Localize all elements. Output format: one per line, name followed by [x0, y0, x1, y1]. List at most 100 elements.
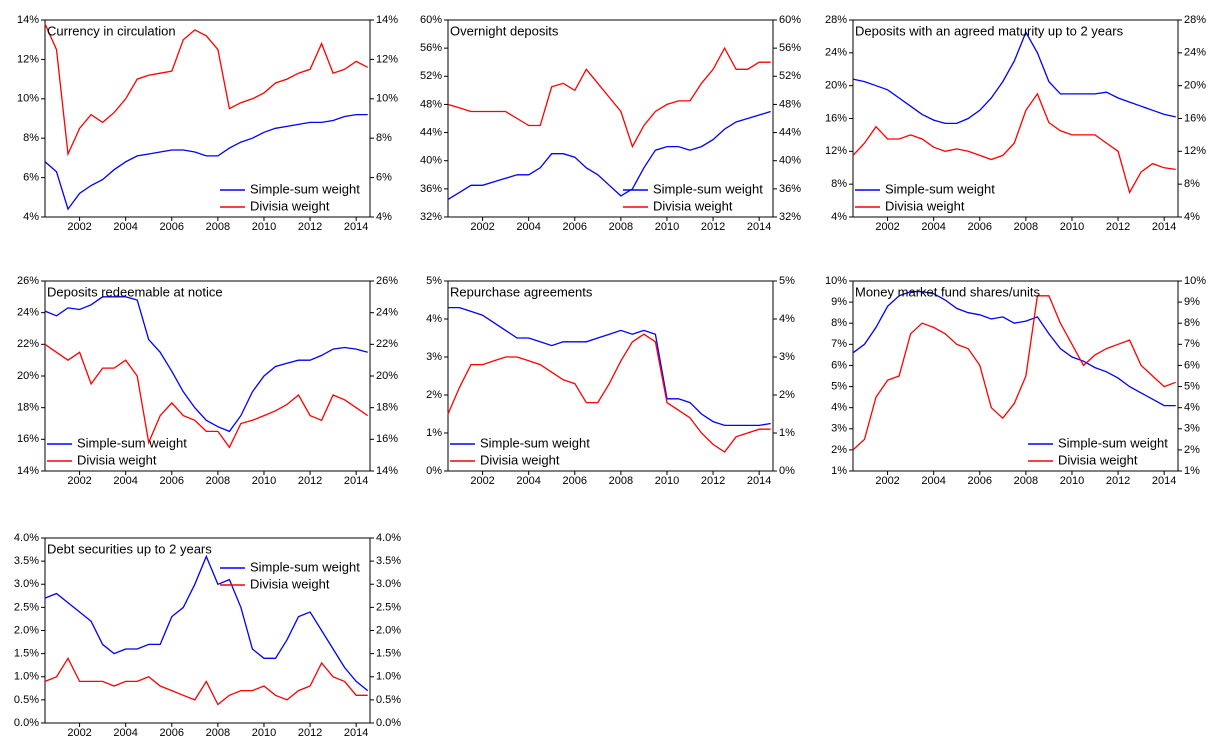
chart-title: Currency in circulation	[47, 23, 176, 38]
legend-label: Divisia weight	[1058, 452, 1138, 467]
x-tick-label: 2008	[206, 727, 230, 739]
x-tick-label: 2010	[655, 221, 679, 233]
y2-tick-label: 20%	[1184, 80, 1206, 92]
legend-label: Simple-sum weight	[1058, 435, 1168, 450]
x-tick-label: 2012	[1106, 475, 1130, 487]
x-tick-label: 2010	[252, 221, 276, 233]
plot-frame	[447, 280, 774, 472]
y2-tick-label: 24%	[376, 307, 398, 319]
x-tick-label: 2002	[875, 221, 899, 233]
x-tick-label: 2004	[113, 475, 137, 487]
y2-tick-label: 16%	[1184, 112, 1206, 124]
legend-label: Simple-sum weight	[480, 435, 590, 450]
y-tick-label: 4.0%	[14, 532, 39, 544]
y2-tick-label: 48%	[779, 98, 801, 110]
y2-tick-label: 44%	[779, 126, 801, 138]
y-tick-label: 2.5%	[14, 601, 39, 613]
x-tick-label: 2008	[206, 475, 230, 487]
x-tick-label: 2012	[298, 727, 322, 739]
y2-tick-label: 2%	[779, 389, 795, 401]
y2-tick-label: 12%	[376, 53, 398, 65]
x-tick-label: 2006	[563, 221, 587, 233]
y-tick-label: 24%	[17, 307, 39, 319]
legend-label: Simple-sum weight	[250, 559, 360, 574]
y-tick-label: 52%	[420, 70, 442, 82]
series-line	[852, 92, 1176, 195]
y-tick-label: 5%	[426, 275, 442, 287]
y-tick-label: 8%	[831, 317, 847, 329]
y2-tick-label: 8%	[376, 132, 392, 144]
x-tick-label: 2006	[160, 727, 184, 739]
x-tick-label: 2002	[875, 475, 899, 487]
y-tick-label: 22%	[17, 338, 39, 350]
y-tick-label: 44%	[420, 126, 442, 138]
y2-tick-label: 1.0%	[376, 671, 401, 683]
series-line	[44, 23, 368, 157]
y2-tick-label: 18%	[376, 402, 398, 414]
x-tick-label: 2012	[298, 221, 322, 233]
y-tick-label: 24%	[825, 47, 847, 59]
plot-frame	[852, 280, 1179, 472]
y-tick-label: 0.0%	[14, 717, 39, 729]
legend-label: Divisia weight	[653, 198, 733, 213]
y2-tick-label: 4%	[1184, 402, 1200, 414]
x-tick-label: 2012	[701, 475, 725, 487]
y2-tick-label: 3.0%	[376, 578, 401, 590]
legend-label: Divisia weight	[250, 198, 330, 213]
x-tick-label: 2014	[747, 221, 771, 233]
y2-tick-label: 56%	[779, 42, 801, 54]
y-tick-label: 4%	[23, 211, 39, 223]
y2-tick-label: 16%	[376, 433, 398, 445]
y-tick-label: 2%	[426, 389, 442, 401]
y-tick-label: 10%	[825, 275, 847, 287]
y-tick-label: 60%	[420, 14, 442, 26]
y-tick-label: 3.0%	[14, 578, 39, 590]
y2-tick-label: 12%	[1184, 145, 1206, 157]
y-tick-label: 12%	[17, 53, 39, 65]
x-tick-label: 2014	[344, 727, 368, 739]
y-tick-label: 14%	[17, 465, 39, 477]
y-tick-label: 10%	[17, 93, 39, 105]
legend-label: Divisia weight	[480, 452, 560, 467]
y2-tick-label: 2.0%	[376, 624, 401, 636]
y-tick-label: 9%	[831, 296, 847, 308]
y-tick-label: 5%	[831, 380, 847, 392]
y2-tick-label: 24%	[1184, 47, 1206, 59]
y-tick-label: 4%	[831, 211, 847, 223]
x-tick-label: 2002	[67, 475, 91, 487]
x-tick-label: 2004	[113, 221, 137, 233]
y-tick-label: 48%	[420, 98, 442, 110]
x-tick-label: 2002	[470, 475, 494, 487]
x-tick-label: 2014	[1152, 475, 1176, 487]
y-tick-label: 14%	[17, 14, 39, 26]
x-tick-label: 2002	[470, 221, 494, 233]
y2-tick-label: 8%	[1184, 178, 1200, 190]
y-tick-label: 3%	[426, 351, 442, 363]
x-tick-label: 2010	[1060, 475, 1084, 487]
y-tick-label: 1%	[426, 427, 442, 439]
y2-tick-label: 0.0%	[376, 717, 401, 729]
x-tick-label: 2004	[113, 727, 137, 739]
y2-tick-label: 4%	[1184, 211, 1200, 223]
legend-label: Divisia weight	[77, 452, 157, 467]
plot-frame	[44, 19, 371, 218]
x-tick-label: 2004	[921, 221, 945, 233]
y2-tick-label: 20%	[376, 370, 398, 382]
x-tick-label: 2006	[563, 475, 587, 487]
y2-tick-label: 5%	[1184, 380, 1200, 392]
y-tick-label: 0.5%	[14, 694, 39, 706]
chart-title: Repurchase agreements	[450, 284, 593, 299]
legend-label: Simple-sum weight	[885, 181, 995, 196]
x-tick-label: 2008	[1014, 475, 1038, 487]
y2-tick-label: 28%	[1184, 14, 1206, 26]
series-line	[852, 290, 1176, 407]
y-tick-label: 16%	[825, 112, 847, 124]
y2-tick-label: 2%	[1184, 444, 1200, 456]
chart-title: Overnight deposits	[450, 23, 559, 38]
chart-title: Deposits redeemable at notice	[47, 284, 223, 299]
legend-label: Simple-sum weight	[250, 181, 360, 196]
x-tick-label: 2006	[968, 475, 992, 487]
y-tick-label: 12%	[825, 145, 847, 157]
x-tick-label: 2010	[252, 475, 276, 487]
